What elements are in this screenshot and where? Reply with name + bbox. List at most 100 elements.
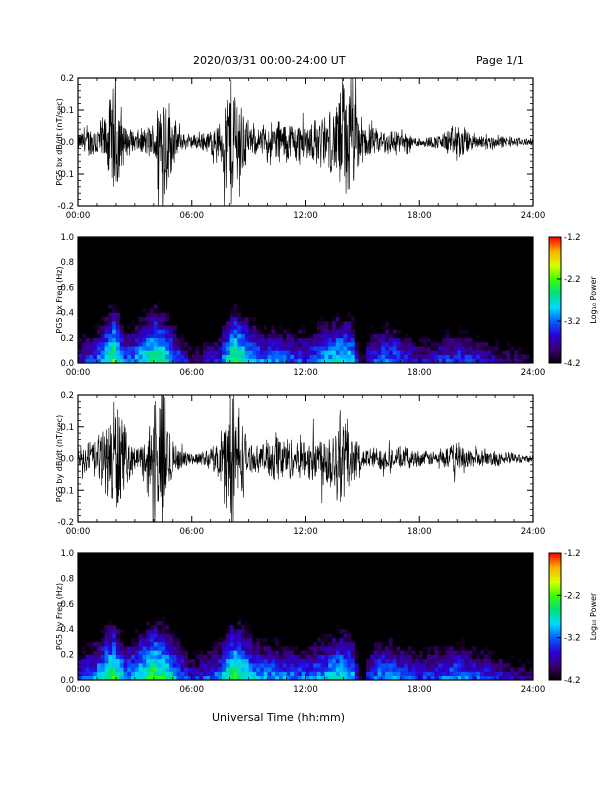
heatmap-cell	[400, 663, 405, 668]
heatmap-cell	[169, 358, 174, 364]
heatmap-cell	[150, 350, 155, 355]
heatmap-cell	[320, 650, 325, 655]
heatmap-cell	[351, 663, 356, 668]
heatmap-cell	[396, 354, 401, 360]
heatmap-cell	[248, 646, 253, 651]
heatmap-cell	[85, 667, 90, 672]
heatmap-cell	[328, 658, 333, 664]
heatmap-cell	[381, 325, 386, 330]
heatmap-cell	[423, 337, 428, 343]
heatmap-cell	[328, 321, 333, 326]
heatmap-cell	[115, 346, 121, 351]
heatmap-cell	[320, 358, 325, 364]
heatmap-cell	[290, 650, 295, 655]
heatmap-cell	[369, 346, 375, 351]
heatmap-cell	[119, 316, 124, 322]
heatmap-cell	[146, 321, 151, 326]
heatmap-cell	[369, 675, 375, 681]
heatmap-cell	[495, 342, 500, 347]
colorbar-segment	[549, 656, 561, 660]
heatmap-cell	[241, 337, 246, 343]
heatmap-cell	[442, 333, 447, 339]
heatmap-cell	[176, 337, 181, 343]
heatmap-cell	[487, 650, 492, 655]
heatmap-cell	[309, 650, 314, 655]
heatmap-cell	[115, 654, 121, 660]
heatmap-cell	[187, 671, 193, 677]
colorbar-segment	[549, 677, 561, 681]
heatmap-cell	[491, 358, 496, 364]
colorbar-segment	[549, 310, 561, 313]
heatmap-cell	[153, 637, 158, 643]
x-tick-label: 18:00	[407, 685, 432, 695]
heatmap-cell	[161, 329, 166, 334]
heatmap-cell	[123, 675, 128, 681]
heatmap-cell	[203, 346, 208, 351]
heatmap-cell	[229, 350, 234, 355]
heatmap-cell	[263, 667, 268, 672]
heatmap-cell	[222, 354, 227, 360]
heatmap-cell	[297, 646, 303, 651]
heatmap-cell	[354, 350, 359, 355]
x-tick-label: 00:00	[66, 685, 91, 695]
heatmap-cell	[161, 312, 166, 318]
heatmap-cell	[385, 325, 390, 330]
panel-by-spec-axes: 0.00.20.40.60.81.000:00 06:00 12:00 18:00 24…	[55, 549, 545, 695]
heatmap-cell	[89, 663, 94, 668]
heatmap-cell	[442, 337, 447, 343]
heatmap-cell	[176, 658, 181, 664]
colorbar-segment	[549, 329, 561, 332]
heatmap-cell	[491, 654, 496, 660]
colorbar-tick-label: -3.2	[564, 634, 581, 644]
heatmap-cell	[332, 333, 337, 339]
heatmap-cell	[146, 354, 151, 360]
heatmap-cell	[229, 658, 234, 664]
heatmap-cell	[157, 350, 162, 355]
heatmap-cell	[161, 667, 166, 672]
heatmap-cell	[237, 641, 242, 647]
heatmap-cell	[366, 333, 371, 339]
heatmap-cell	[426, 650, 431, 655]
heatmap-cell	[157, 658, 162, 664]
heatmap-cell	[449, 671, 454, 677]
heatmap-cell	[165, 354, 170, 360]
heatmap-cell	[392, 358, 397, 364]
heatmap-cell	[400, 667, 405, 672]
heatmap-cell	[271, 329, 276, 334]
heatmap-cell	[153, 300, 158, 305]
colorbar-segment	[549, 620, 561, 624]
colorbar-segment	[549, 660, 561, 664]
heatmap-cell	[184, 333, 189, 339]
heatmap-cell	[260, 641, 265, 647]
heatmap-cell	[483, 641, 488, 647]
heatmap-cell	[305, 342, 310, 347]
heatmap-cell	[244, 329, 249, 334]
colorbar-segment	[549, 325, 561, 328]
heatmap-cell	[165, 671, 170, 677]
heatmap-cell	[328, 671, 333, 677]
colorbar-segment	[549, 603, 561, 607]
heatmap-cell	[119, 646, 124, 651]
heatmap-cell	[392, 337, 397, 343]
heatmap-cell	[347, 312, 352, 318]
heatmap-cell	[305, 675, 310, 681]
heatmap-cell	[472, 667, 477, 672]
heatmap-cell	[165, 658, 170, 664]
heatmap-cell	[206, 654, 212, 660]
y-tick-label: -0.2	[57, 518, 74, 528]
heatmap-cell	[324, 354, 329, 360]
heatmap-cell	[222, 333, 227, 339]
heatmap-cell	[313, 658, 318, 664]
heatmap-cell	[483, 663, 488, 668]
heatmap-cell	[165, 342, 170, 347]
heatmap-cell	[191, 671, 196, 677]
heatmap-cell	[487, 350, 492, 355]
heatmap-cell	[199, 671, 204, 677]
heatmap-cell	[415, 342, 420, 347]
heatmap-cell	[419, 337, 424, 343]
heatmap-cell	[335, 675, 340, 681]
heatmap-cell	[476, 333, 481, 339]
heatmap-cell	[89, 671, 94, 677]
heatmap-cell	[161, 658, 166, 664]
heatmap-cell	[297, 346, 303, 351]
